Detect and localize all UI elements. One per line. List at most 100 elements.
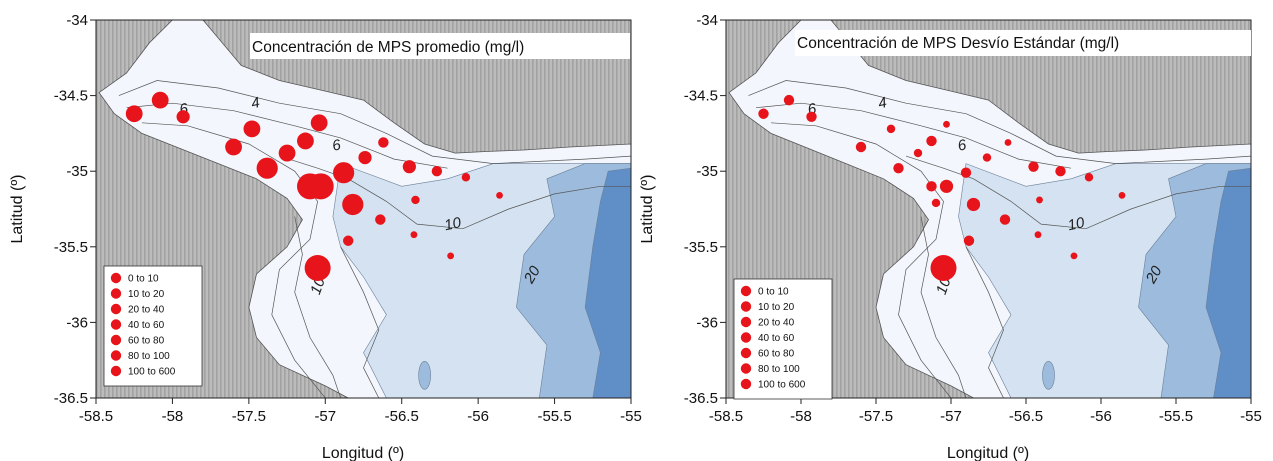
contour-label: 20 <box>1142 263 1166 287</box>
contour-line <box>141 122 326 398</box>
legend: 0 to 10 10 to 20 20 to 40 40 to 60 60 to 80 8… <box>733 278 833 400</box>
water-area <box>98 20 631 398</box>
contour-line <box>905 155 1251 230</box>
station-marker <box>1118 191 1126 199</box>
legend: 0 to 10 10 to 20 20 to 40 40 to 60 60 to 80 8… <box>103 265 203 387</box>
contour-line <box>748 80 1251 164</box>
legend-entry: 100 to 600 <box>128 367 176 378</box>
station-marker <box>343 235 354 246</box>
legend-marker <box>110 303 122 315</box>
station-marker <box>931 198 941 208</box>
station-marker <box>1004 139 1012 146</box>
legend-entry: 60 to 80 <box>128 336 165 347</box>
contour-label: 10 <box>443 214 463 234</box>
y-axis-ticks: -34 -34.5 -35 -35.5 -36 -36.5 <box>684 12 726 407</box>
station-marker <box>375 214 386 225</box>
station-marker <box>893 162 904 174</box>
x-tick-label: -56.5 <box>1009 408 1043 425</box>
station-marker <box>243 120 261 138</box>
depth-patch <box>418 361 431 390</box>
legend-entry: 10 to 20 <box>128 289 165 300</box>
station-marker <box>496 191 503 199</box>
legend-entry: 40 to 60 <box>128 320 165 331</box>
station-marker <box>960 167 972 178</box>
legend-marker <box>110 334 122 346</box>
station-marker <box>256 157 278 179</box>
station-marker <box>855 141 867 153</box>
x-tick-label: -58.5 <box>709 408 743 425</box>
map-frame <box>95 19 632 399</box>
legend-entry: 80 to 100 <box>128 351 170 362</box>
x-tick-label: -57 <box>314 408 336 425</box>
x-axis-label: Longitud (º) <box>322 445 404 461</box>
x-tick-label: -55 <box>1240 408 1262 425</box>
legend-marker <box>110 288 122 299</box>
station-marker <box>310 114 328 132</box>
y-tick-label: -34.5 <box>684 88 718 105</box>
x-tick-label: -57 <box>940 408 962 425</box>
y-tick-label: -35 <box>696 163 718 180</box>
x-tick-label: -56 <box>467 408 489 425</box>
depth-band <box>1205 167 1251 398</box>
depth-band <box>584 167 631 398</box>
x-tick-label: -57.5 <box>859 408 893 425</box>
contour-line <box>279 155 631 230</box>
station-marker <box>342 193 364 216</box>
x-tick-label: -56 <box>1090 408 1112 425</box>
station-marker <box>999 214 1011 225</box>
station-marker <box>307 173 334 200</box>
map-panel-std: -58.5 -58 -57.5 -57 -56.5 -56 -55.5 -55 -34 -34.… <box>639 12 1262 461</box>
station-marker <box>926 135 937 147</box>
x-tick-label: -58.5 <box>79 408 113 425</box>
map-frame <box>725 19 1252 399</box>
contour-line <box>294 216 341 398</box>
station-marker <box>1070 252 1078 260</box>
legend-marker <box>110 319 122 330</box>
contour-label: 10 <box>933 275 955 297</box>
station-marker <box>1028 161 1039 172</box>
y-tick-label: -35.5 <box>684 239 718 256</box>
station-marker <box>1055 166 1066 177</box>
contour-line <box>118 80 631 164</box>
station-marker <box>461 173 471 182</box>
depth-patch <box>1042 361 1055 390</box>
station-marker <box>431 166 443 177</box>
x-tick-label: -57.5 <box>232 408 266 425</box>
station-marker <box>966 197 981 212</box>
station-marker <box>963 235 975 246</box>
station-marker <box>378 137 389 148</box>
x-axis-ticks: -58.5 -58 -57.5 -57 -56.5 -56 -55.5 -55 <box>79 398 642 425</box>
y-tick-label: -34 <box>66 12 88 29</box>
bathymetry-contours <box>748 80 1251 398</box>
station-marker <box>930 254 957 281</box>
station-marker <box>806 111 817 122</box>
x-axis-label: Longitud (º) <box>947 445 1029 461</box>
x-tick-label: -56.5 <box>385 408 419 425</box>
station-marker <box>758 108 769 119</box>
y-axis-label: Latitud (º) <box>9 175 26 244</box>
station-marker <box>297 132 314 150</box>
legend-marker <box>740 347 752 359</box>
station-marker <box>926 181 937 192</box>
legend-entry: 40 to 60 <box>758 333 795 344</box>
contour-label: 4 <box>877 94 889 112</box>
y-tick-label: -36 <box>66 314 88 331</box>
map-panel-mean: -58.5 -58 -57.5 -57 -56.5 -56 -55.5 -55 -34 -34.… <box>9 12 642 461</box>
contour-line <box>340 246 380 398</box>
station-marker <box>886 124 896 134</box>
station-marker <box>278 144 296 162</box>
x-tick-label: -58 <box>790 408 812 425</box>
station-marker <box>402 160 416 174</box>
legend-entry: 100 to 600 <box>758 380 806 391</box>
map-title: Concentración de MPS promedio (mg/l) <box>252 39 524 56</box>
legend-marker <box>740 301 752 312</box>
station-marker <box>1084 173 1094 182</box>
x-axis-ticks: -58.5 -58 -57.5 -57 -56.5 -56 -55.5 -55 <box>709 398 1262 425</box>
station-marker <box>304 254 331 281</box>
legend-entry: 20 to 40 <box>758 318 795 329</box>
contour-line <box>965 246 1004 398</box>
y-tick-label: -34.5 <box>54 88 88 105</box>
station-marker <box>411 195 420 205</box>
legend-entry: 80 to 100 <box>758 364 800 375</box>
